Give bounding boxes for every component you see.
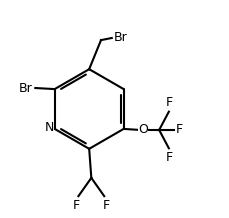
Text: Br: Br <box>113 31 126 44</box>
Text: F: F <box>165 151 172 164</box>
Text: F: F <box>72 199 79 212</box>
Text: F: F <box>165 96 172 109</box>
Text: O: O <box>137 123 147 136</box>
Text: F: F <box>102 199 109 212</box>
Text: F: F <box>174 123 182 136</box>
Text: Br: Br <box>18 82 32 95</box>
Text: N: N <box>44 121 54 134</box>
